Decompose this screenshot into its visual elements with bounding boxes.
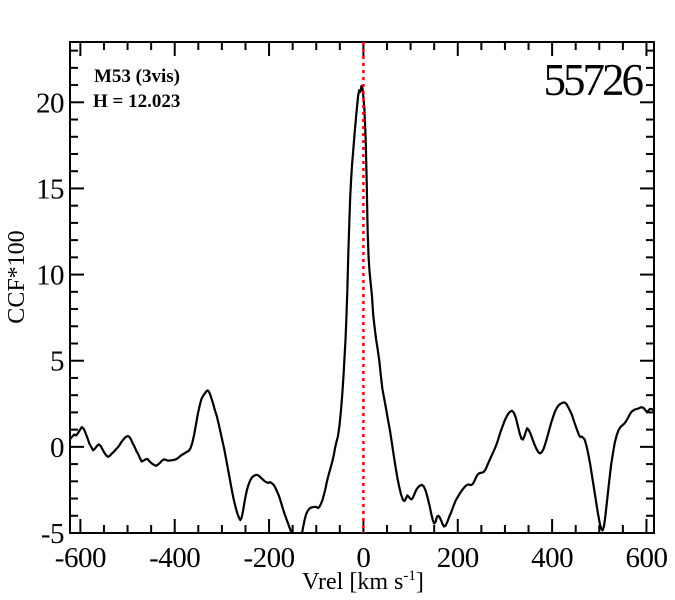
y-tick-label: 0 [50,432,64,464]
plot-border [69,41,655,534]
x-axis-title-text: Vrel [km s [302,569,404,595]
y-tick-label: -5 [41,518,64,550]
y-axis-title: CCF*100 [4,230,30,324]
x-tick-label: 0 [356,542,370,574]
y-ticks [71,49,653,534]
x-tick-label: 600 [625,542,667,574]
x-tick-label: 200 [437,542,479,574]
y-tick-label: 15 [36,173,64,205]
cluster-annotation: M53 (3vis) [94,66,181,87]
x-tick-labels: -600 -400 -200 0 200 400 600 [55,542,668,574]
y-tick-labels: -5 0 5 10 15 20 [36,87,65,550]
epoch-label: 55726 [543,55,644,105]
x-axis-title-superscript: -1 [403,568,416,584]
x-tick-label: 400 [531,542,573,574]
y-tick-label: 5 [50,346,64,378]
x-tick-label: -200 [243,542,294,574]
ccf-curve [70,84,654,533]
magnitude-annotation: H = 12.023 [93,91,181,112]
x-tick-label: -600 [55,542,106,574]
y-tick-label: 20 [36,87,64,119]
y-tick-label: 10 [36,260,64,292]
x-axis-title-bracket: ] [415,569,424,595]
x-tick-label: -400 [149,542,200,574]
x-axis-title: Vrel [km s-1] [302,568,424,595]
